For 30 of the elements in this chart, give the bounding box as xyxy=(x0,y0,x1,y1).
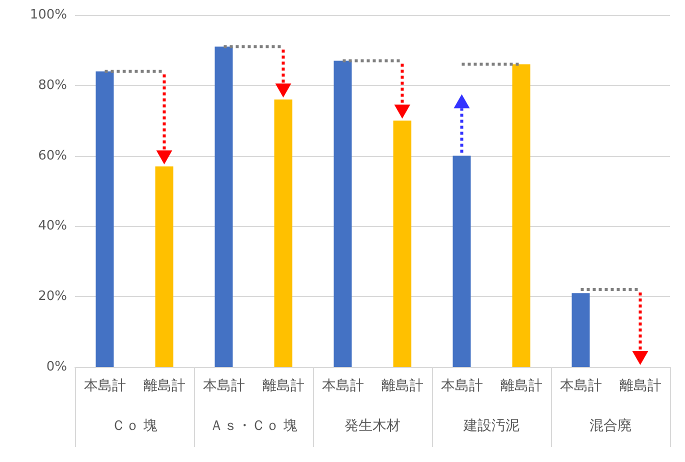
bar xyxy=(96,71,114,367)
bar xyxy=(512,64,530,367)
text: 発生木材 xyxy=(344,418,400,434)
y-tick-label: 60% xyxy=(38,148,67,164)
x-tick-label: 本島計 xyxy=(560,378,602,394)
y-tick-label: 40% xyxy=(38,218,67,234)
x-tick-label: 離島計 xyxy=(262,378,304,394)
bar xyxy=(274,99,292,367)
x-tick-label: 本島計 xyxy=(84,378,126,394)
x-tick-label: 本島計 xyxy=(202,378,245,394)
bar xyxy=(155,166,174,367)
bar xyxy=(214,46,233,367)
bar xyxy=(393,120,412,367)
x-tick-label: 離島計 xyxy=(500,378,542,394)
x-tick-label: 本島計 xyxy=(440,378,483,394)
text: 建設汚泥 xyxy=(462,418,520,434)
y-tick-label: 0% xyxy=(46,360,67,374)
text: Ｃｏ 塊 xyxy=(111,418,158,434)
x-tick-label: 離島計 xyxy=(143,378,186,394)
text: Ａｓ・Ｃｏ 塊 xyxy=(209,418,298,434)
bar xyxy=(572,293,590,367)
bar xyxy=(452,156,471,367)
y-tick-label: 100% xyxy=(30,8,67,22)
x-tick-label: 離島計 xyxy=(619,378,662,394)
y-tick-label: 20% xyxy=(38,289,67,304)
y-tick-label: 80% xyxy=(38,78,67,93)
x-tick-label: 本島計 xyxy=(322,378,364,394)
x-tick-label: 離島計 xyxy=(381,378,424,394)
bar xyxy=(334,60,352,367)
text: 混合廃 xyxy=(590,418,632,434)
